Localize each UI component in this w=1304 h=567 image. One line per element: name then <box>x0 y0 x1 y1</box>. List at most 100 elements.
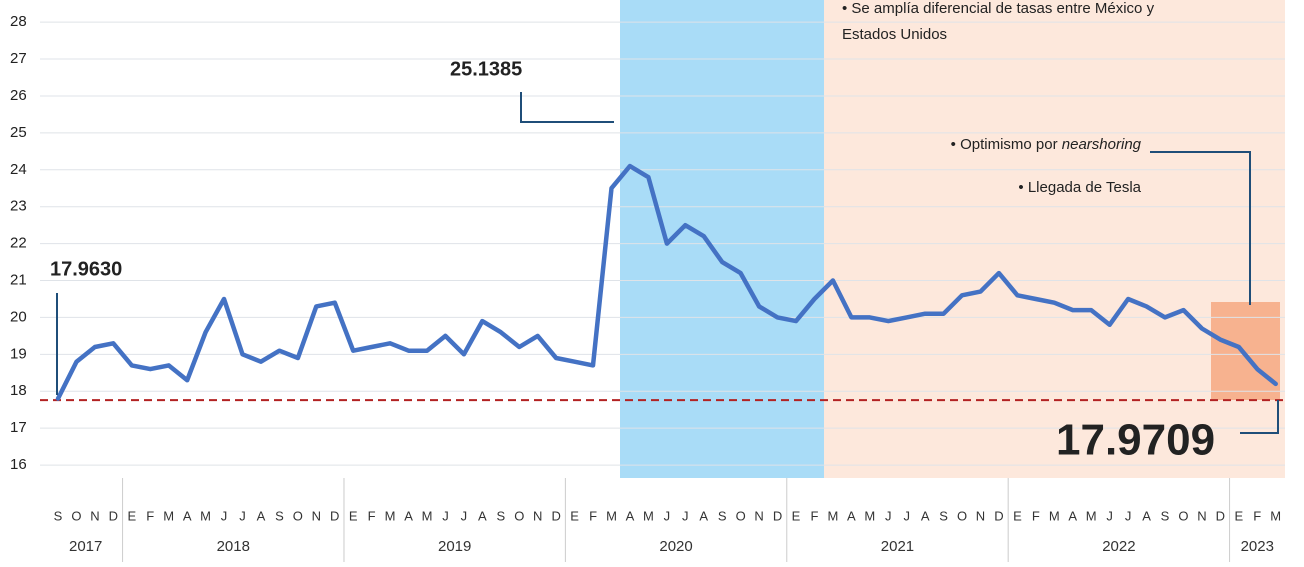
y-tick-label: 16 <box>10 456 27 473</box>
x-tick-label: A <box>183 508 192 523</box>
x-tick-label: S <box>1161 508 1170 523</box>
leader <box>1240 400 1279 434</box>
x-tick-label: J <box>664 508 671 523</box>
x-tick-label: A <box>404 508 413 523</box>
x-tick-label: E <box>570 508 579 523</box>
year-label: 2018 <box>217 538 250 555</box>
y-tick-label: 18 <box>10 382 27 399</box>
x-tick-label: F <box>1032 508 1040 523</box>
x-tick-label: O <box>514 508 524 523</box>
x-tick-label: D <box>330 508 339 523</box>
x-tick-label: J <box>442 508 449 523</box>
x-tick-label: F <box>1253 508 1261 523</box>
x-tick-label: S <box>275 508 284 523</box>
annotation: • Se amplía diferencial de tasas entre M… <box>842 0 1155 17</box>
year-label: 2022 <box>1102 538 1135 555</box>
recovery-band <box>824 0 1285 478</box>
x-tick-label: O <box>736 508 746 523</box>
x-tick-label: F <box>810 508 818 523</box>
x-tick-label: O <box>1178 508 1188 523</box>
x-tick-label: A <box>1068 508 1077 523</box>
x-tick-label: J <box>239 508 246 523</box>
x-tick-label: E <box>1013 508 1022 523</box>
x-tick-label: S <box>496 508 505 523</box>
x-tick-label: J <box>682 508 689 523</box>
x-tick-label: J <box>461 508 468 523</box>
x-tick-label: A <box>257 508 266 523</box>
x-tick-label: D <box>773 508 782 523</box>
x-tick-label: J <box>1106 508 1113 523</box>
peak-label: 25.1385 <box>450 58 522 80</box>
y-tick-label: 26 <box>10 87 27 104</box>
year-label: 2020 <box>659 538 692 555</box>
y-tick-label: 17 <box>10 419 27 436</box>
annotation: Estados Unidos <box>842 26 947 43</box>
x-tick-label: M <box>1086 508 1097 523</box>
x-tick-label: F <box>146 508 154 523</box>
annotation-part: • Optimismo por <box>951 136 1062 153</box>
y-tick-label: 22 <box>10 235 27 252</box>
x-tick-label: A <box>626 508 635 523</box>
x-tick-label: S <box>718 508 727 523</box>
end-label: 17.9709 <box>1056 416 1215 465</box>
x-tick-label: M <box>200 508 211 523</box>
x-tick-label: E <box>1234 508 1243 523</box>
x-tick-label: A <box>847 508 856 523</box>
y-tick-label: 24 <box>10 161 27 178</box>
year-label: 2021 <box>881 538 914 555</box>
y-tick-label: 25 <box>10 124 27 141</box>
x-tick-label: M <box>163 508 174 523</box>
x-tick-label: M <box>385 508 396 523</box>
x-tick-label: N <box>533 508 542 523</box>
leader <box>520 92 614 123</box>
x-tick-label: E <box>127 508 136 523</box>
x-tick-label: D <box>109 508 118 523</box>
x-tick-label: M <box>864 508 875 523</box>
x-tick-label: S <box>939 508 948 523</box>
x-tick-label: J <box>221 508 228 523</box>
annotation: • Optimismo por nearshoring <box>951 136 1142 153</box>
x-tick-label: N <box>976 508 985 523</box>
year-label: 2023 <box>1241 538 1274 555</box>
x-tick-label: A <box>1142 508 1151 523</box>
y-tick-label: 19 <box>10 345 27 362</box>
y-tick-label: 23 <box>10 198 27 215</box>
x-tick-label: O <box>293 508 303 523</box>
x-tick-label: A <box>478 508 487 523</box>
series-line <box>55 163 1278 401</box>
annotation-part: nearshoring <box>1062 136 1142 153</box>
x-tick-label: N <box>754 508 763 523</box>
x-tick-label: F <box>368 508 376 523</box>
x-tick-label: O <box>957 508 967 523</box>
start-label: 17.9630 <box>50 258 122 280</box>
y-tick-label: 20 <box>10 308 27 325</box>
annotation: • Llegada de Tesla <box>1018 179 1141 196</box>
year-label: 2019 <box>438 538 471 555</box>
x-tick-label: M <box>422 508 433 523</box>
x-tick-label: M <box>1049 508 1060 523</box>
x-tick-label: A <box>699 508 708 523</box>
x-tick-label: F <box>589 508 597 523</box>
x-tick-label: E <box>792 508 801 523</box>
x-tick-label: D <box>551 508 560 523</box>
x-tick-label: O <box>71 508 81 523</box>
x-tick-label: J <box>885 508 892 523</box>
x-tick-label: N <box>90 508 99 523</box>
x-tick-label: N <box>312 508 321 523</box>
covid-band <box>620 0 824 478</box>
year-label: 2017 <box>69 538 102 555</box>
y-tick-label: 28 <box>10 13 27 30</box>
x-tick-label: E <box>349 508 358 523</box>
x-tick-label: M <box>643 508 654 523</box>
x-tick-label: S <box>54 508 63 523</box>
y-tick-label: 27 <box>10 50 27 67</box>
leader <box>1150 151 1251 305</box>
x-tick-label: M <box>1270 508 1281 523</box>
x-tick-label: M <box>827 508 838 523</box>
x-tick-label: J <box>903 508 910 523</box>
x-tick-label: D <box>994 508 1003 523</box>
x-tick-label: D <box>1216 508 1225 523</box>
recent-box <box>1211 302 1280 400</box>
